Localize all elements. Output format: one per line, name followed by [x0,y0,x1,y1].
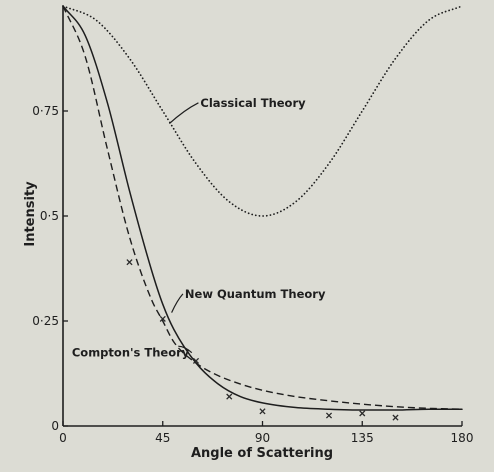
observed-point [259,408,266,415]
classical-theory-pointer [168,102,199,125]
x-tick-label: 45 [155,431,170,445]
x-axis-title: Angle of Scattering [191,446,333,461]
classical-theory-curve [62,5,463,217]
observed-point [392,414,399,421]
x-tick-label: 0 [59,431,67,445]
new-quantum-theory-pointer [171,293,184,313]
observed-point [126,259,133,266]
y-tick-label: 0·25 [32,314,59,328]
observed-point [159,315,166,322]
annotations-layer: Classical Theory New Quantum Theory Compto… [72,96,326,360]
classical-theory-label: Classical Theory [200,96,306,110]
y-tick-label: 0 [51,419,59,433]
new-quantum-theory-label: New Quantum Theory [185,287,326,301]
observed-point [226,393,233,400]
observed-point [325,412,333,419]
observed-point [359,410,366,417]
x-tick-label: 180 [451,431,474,445]
observed-point [192,357,200,364]
y-tick-label: 0·5 [40,209,59,223]
compton-s-theory-curve [62,5,463,410]
axes-layer: 0 45 90 135 180 0 0·25 0·5 0·75 [32,6,473,445]
curves-layer [62,5,463,411]
new-quantum-theory-curve [62,5,463,411]
compton-s-theory-label: Compton's Theory [72,346,190,360]
x-tick-label: 135 [351,431,374,445]
observed-markers-layer [126,259,399,421]
y-axis-title: Intensity [23,181,38,247]
y-tick-label: 0·75 [32,104,59,118]
compton-s-theory-pointer [178,345,193,354]
x-tick-label: 90 [255,431,270,445]
